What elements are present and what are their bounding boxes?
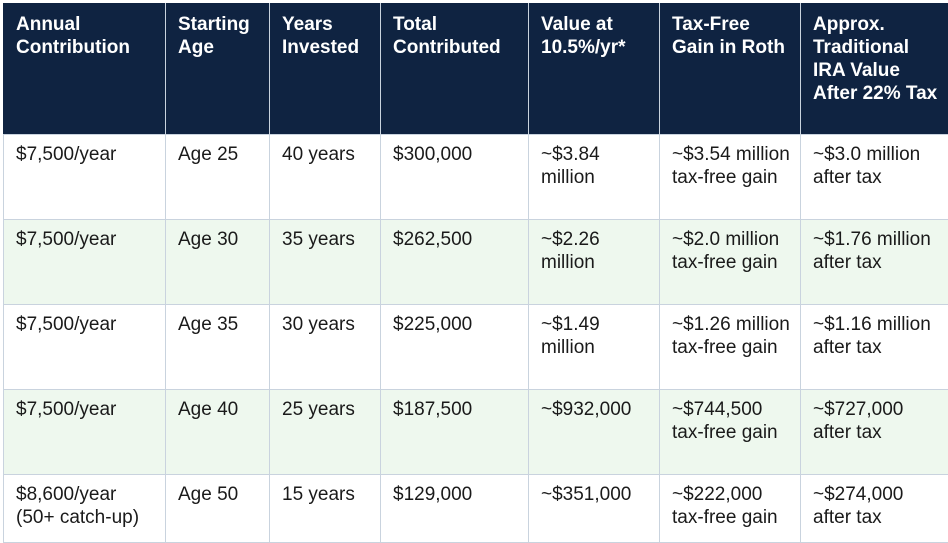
cell-traditional-value: ~$3.0 million after tax — [801, 134, 948, 219]
header-annual-contribution: Annual Contribution — [4, 3, 166, 134]
cell-traditional-value: ~$727,000 after tax — [801, 389, 948, 474]
cell-total-contributed: $225,000 — [381, 304, 529, 389]
cell-annual-contribution: $7,500/year — [4, 219, 166, 304]
cell-total-contributed: $262,500 — [381, 219, 529, 304]
cell-annual-contribution: $7,500/year — [4, 134, 166, 219]
cell-total-contributed: $187,500 — [381, 389, 529, 474]
cell-traditional-value: ~$274,000 after tax — [801, 474, 948, 542]
cell-traditional-value: ~$1.76 million after tax — [801, 219, 948, 304]
table-row: $7,500/year Age 40 25 years $187,500 ~$9… — [4, 389, 948, 474]
cell-starting-age: Age 30 — [166, 219, 270, 304]
cell-tax-free-gain: ~$2.0 million tax-free gain — [660, 219, 801, 304]
cell-starting-age: Age 25 — [166, 134, 270, 219]
cell-traditional-value: ~$1.16 million after tax — [801, 304, 948, 389]
cell-years-invested: 25 years — [270, 389, 381, 474]
cell-tax-free-gain: ~$1.26 million tax-free gain — [660, 304, 801, 389]
cell-value: ~$3.84 million — [529, 134, 660, 219]
cell-value: ~$1.49 million — [529, 304, 660, 389]
table-row: $7,500/year Age 25 40 years $300,000 ~$3… — [4, 134, 948, 219]
cell-annual-contribution: $8,600/year (50+ catch-up) — [4, 474, 166, 542]
table-row: $7,500/year Age 30 35 years $262,500 ~$2… — [4, 219, 948, 304]
cell-starting-age: Age 40 — [166, 389, 270, 474]
cell-total-contributed: $129,000 — [381, 474, 529, 542]
header-starting-age: Starting Age — [166, 3, 270, 134]
header-traditional-ira-value: Approx. Traditional IRA Value After 22% … — [801, 3, 948, 134]
cell-value: ~$2.26 million — [529, 219, 660, 304]
cell-years-invested: 40 years — [270, 134, 381, 219]
table-header: Annual Contribution Starting Age Years I… — [4, 3, 948, 134]
table-body: $7,500/year Age 25 40 years $300,000 ~$3… — [4, 134, 948, 542]
table-row: $8,600/year (50+ catch-up) Age 50 15 yea… — [4, 474, 948, 542]
cell-starting-age: Age 50 — [166, 474, 270, 542]
header-years-invested: Years Invested — [270, 3, 381, 134]
cell-years-invested: 35 years — [270, 219, 381, 304]
cell-value: ~$351,000 — [529, 474, 660, 542]
cell-tax-free-gain: ~$222,000 tax-free gain — [660, 474, 801, 542]
table-row: $7,500/year Age 35 30 years $225,000 ~$1… — [4, 304, 948, 389]
cell-tax-free-gain: ~$3.54 million tax-free gain — [660, 134, 801, 219]
header-total-contributed: Total Contributed — [381, 3, 529, 134]
cell-tax-free-gain: ~$744,500 tax-free gain — [660, 389, 801, 474]
header-value-at-rate: Value at 10.5%/yr* — [529, 3, 660, 134]
header-row: Annual Contribution Starting Age Years I… — [4, 3, 948, 134]
cell-total-contributed: $300,000 — [381, 134, 529, 219]
roth-ira-growth-table: Annual Contribution Starting Age Years I… — [3, 3, 948, 543]
cell-years-invested: 15 years — [270, 474, 381, 542]
cell-years-invested: 30 years — [270, 304, 381, 389]
cell-starting-age: Age 35 — [166, 304, 270, 389]
cell-annual-contribution: $7,500/year — [4, 389, 166, 474]
header-tax-free-gain: Tax-Free Gain in Roth — [660, 3, 801, 134]
cell-annual-contribution: $7,500/year — [4, 304, 166, 389]
cell-value: ~$932,000 — [529, 389, 660, 474]
